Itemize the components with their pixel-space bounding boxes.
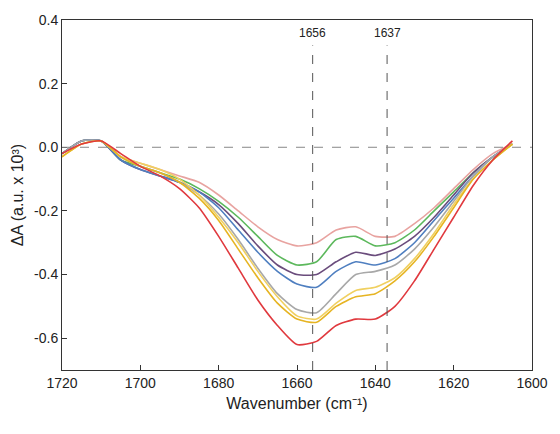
svg-text:0.4: 0.4: [39, 12, 59, 28]
svg-text:1720: 1720: [46, 375, 77, 391]
svg-text:1637: 1637: [374, 26, 401, 40]
svg-text:0.0: 0.0: [39, 139, 59, 155]
svg-text:1656: 1656: [299, 26, 326, 40]
svg-text:1700: 1700: [125, 375, 156, 391]
svg-text:0.2: 0.2: [39, 76, 59, 92]
svg-text:1660: 1660: [281, 375, 312, 391]
svg-text:ΔA (a.u. x 10³): ΔA (a.u. x 10³): [9, 144, 26, 246]
svg-text:1620: 1620: [438, 375, 469, 391]
svg-text:1680: 1680: [203, 375, 234, 391]
svg-text:-0.4: -0.4: [34, 266, 58, 282]
svg-text:-0.2: -0.2: [34, 203, 58, 219]
svg-text:-0.6: -0.6: [34, 330, 58, 346]
svg-text:1640: 1640: [360, 375, 391, 391]
svg-text:1600: 1600: [516, 375, 547, 391]
svg-text:Wavenumber (cm⁻¹): Wavenumber (cm⁻¹): [226, 395, 367, 412]
